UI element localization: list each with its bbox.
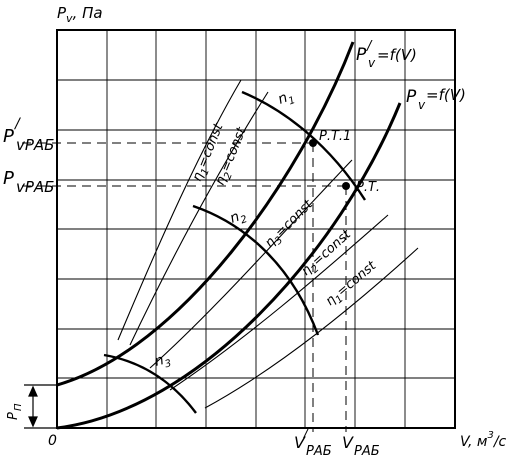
x-axis-label: V, м3/с <box>460 430 507 450</box>
reference-dashed-lines <box>22 142 347 432</box>
origin-label: 0 <box>48 433 57 449</box>
grid-lines <box>57 30 455 428</box>
svg-text:P: P <box>406 87 417 107</box>
y-tick-p: P vРАБ <box>3 168 54 196</box>
svg-text:P: P <box>356 45 367 65</box>
svg-text:/: / <box>366 39 373 54</box>
svg-text:=f(V): =f(V) <box>377 46 417 64</box>
svg-text:/: / <box>303 426 310 441</box>
svg-text:1: 1 <box>287 95 297 108</box>
svg-text:η3=const: η3=const <box>262 197 318 253</box>
network-curve-main-label: P v =f(V) <box>406 86 466 112</box>
speed-label-n1: n 1 <box>276 90 297 108</box>
x-tick-v: V РАБ <box>342 433 380 459</box>
network-curve-prime <box>56 41 355 387</box>
svg-text:n: n <box>153 352 166 370</box>
pressure-offset-marker <box>24 384 57 429</box>
svg-text:/: / <box>13 116 21 132</box>
svg-text:2: 2 <box>239 214 249 227</box>
network-curves <box>56 41 402 430</box>
speed-label-n3: n 3 <box>153 352 173 370</box>
y-tick-pn: P П <box>6 403 24 420</box>
svg-text:П: П <box>13 403 24 411</box>
svg-text:3: 3 <box>164 358 173 370</box>
svg-text:=f(V): =f(V) <box>426 86 466 104</box>
y-tick-p-prime: P / vРАБ <box>3 116 54 154</box>
svg-text:РАБ: РАБ <box>306 444 332 459</box>
svg-text:V: V <box>342 433 354 452</box>
x-tick-v-prime: V / РАБ <box>294 426 332 459</box>
efficiency-label-eta3: η3=const <box>262 197 318 253</box>
network-curve-main <box>56 102 402 430</box>
svg-text:vРАБ: vРАБ <box>16 136 54 154</box>
svg-text:V: V <box>294 433 306 452</box>
svg-text:РАБ: РАБ <box>354 444 380 459</box>
network-curve-prime-label: P / v =f(V) <box>356 39 417 70</box>
svg-text:vРАБ: vРАБ <box>16 178 54 196</box>
efficiency-label-eta1b: η1=const <box>323 258 382 311</box>
efficiency-curves <box>117 79 419 409</box>
svg-text:η1=const: η1=const <box>323 258 382 311</box>
operating-point-1-label: Р.Т.1 <box>319 129 351 144</box>
operating-point <box>342 182 350 190</box>
y-axis-label: Pv, Па <box>57 4 103 25</box>
speed-label-n2: n 2 <box>228 209 249 227</box>
operating-point-1 <box>309 139 317 147</box>
operating-point-label: Р.Т. <box>356 180 380 195</box>
svg-text:v: v <box>368 56 376 70</box>
svg-text:P: P <box>3 126 14 147</box>
svg-text:v: v <box>418 98 426 112</box>
svg-text:P: P <box>6 412 21 420</box>
svg-text:P: P <box>3 168 14 189</box>
